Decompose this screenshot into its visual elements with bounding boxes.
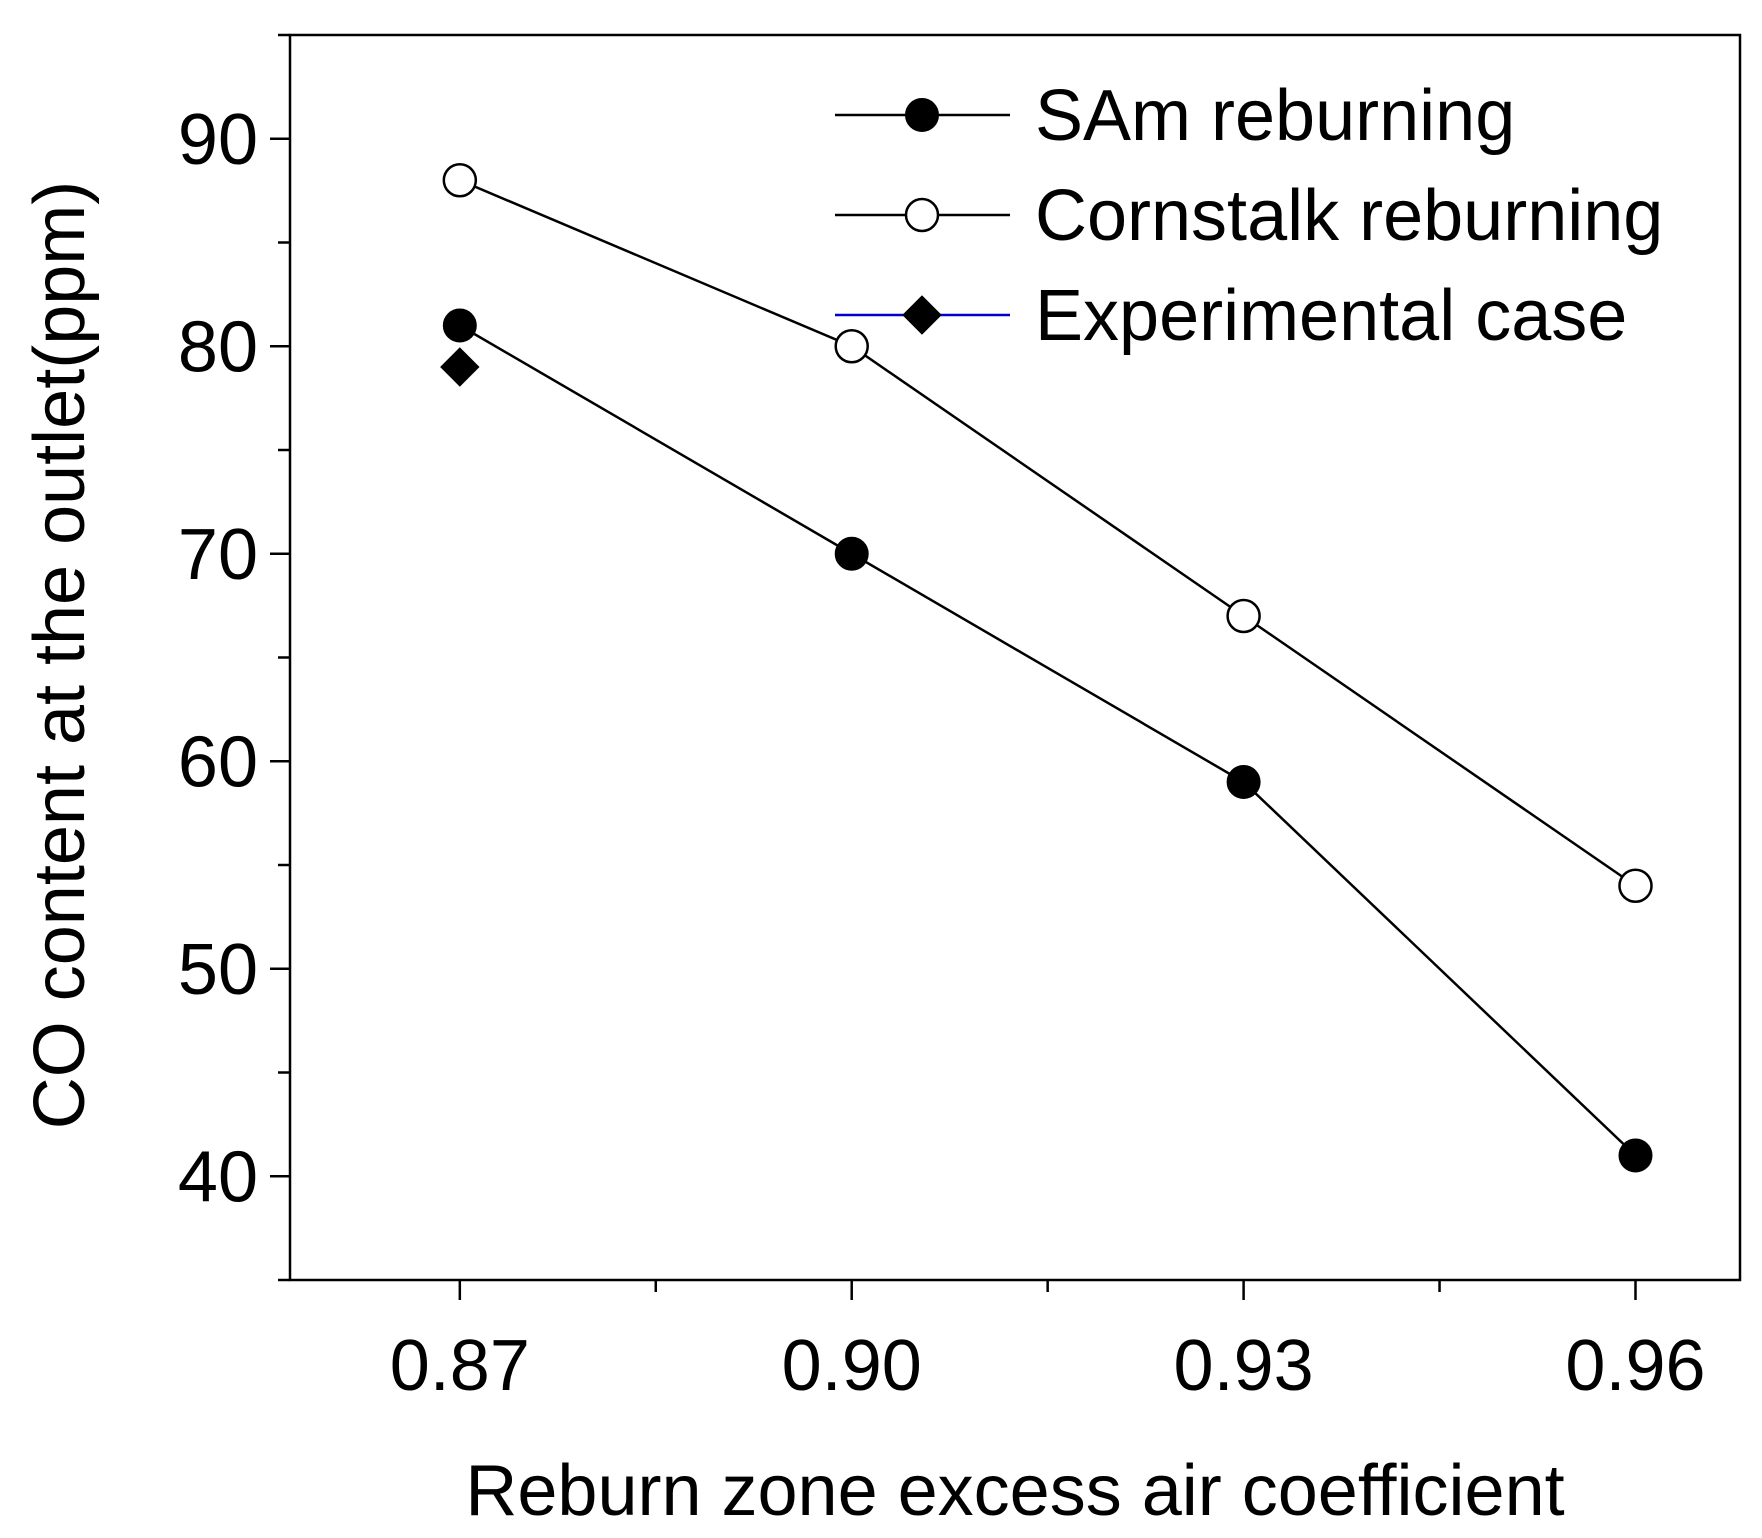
series-layer [440, 163, 1653, 1173]
x-tick-label: 0.93 [1174, 1326, 1314, 1406]
legend-label: Experimental case [1035, 276, 1627, 356]
data-point [442, 308, 477, 343]
legend-entry: Experimental case [835, 276, 1627, 356]
series-1 [442, 163, 1653, 903]
legend-entry: Cornstalk reburning [835, 176, 1663, 256]
data-point [834, 536, 869, 571]
x-tick-label: 0.90 [782, 1326, 922, 1406]
legend-marker [905, 98, 939, 132]
data-point [1226, 765, 1261, 799]
y-tick-label: 50 [178, 930, 258, 1010]
data-point [1226, 598, 1261, 634]
data-point [442, 163, 478, 198]
x-axis-label: Reburn zone excess air coefficient [465, 1451, 1564, 1531]
data-point [834, 329, 869, 364]
y-tick-label: 60 [178, 722, 258, 802]
y-tick-label: 40 [178, 1137, 258, 1217]
data-point [1618, 868, 1653, 903]
series-line [459, 179, 1637, 887]
x-tick-label: 0.87 [390, 1326, 530, 1406]
x-axis-ticks: 0.87 0.90 0.93 0.96 [390, 1280, 1706, 1406]
data-point [440, 347, 480, 387]
legend-label: Cornstalk reburning [1035, 176, 1663, 256]
y-tick-label: 70 [178, 515, 258, 595]
y-axis-label: CO content at the outlet(ppm) [20, 181, 100, 1129]
series-0 [442, 308, 1653, 1173]
legend-entry: SAm reburning [835, 76, 1515, 156]
legend-marker [904, 197, 940, 233]
legend-marker [902, 295, 942, 335]
x-tick-label: 0.96 [1565, 1326, 1705, 1406]
series-2 [440, 347, 480, 387]
series-line [459, 324, 1637, 1157]
y-tick-label: 80 [178, 307, 258, 387]
y-tick-label: 90 [178, 100, 258, 180]
y-axis-ticks: 40 50 60 70 80 90 [178, 33, 290, 1282]
legend: SAm reburning Cornstalk reburning Experime… [835, 76, 1663, 356]
data-point [1618, 1138, 1653, 1173]
legend-label: SAm reburning [1035, 76, 1515, 156]
